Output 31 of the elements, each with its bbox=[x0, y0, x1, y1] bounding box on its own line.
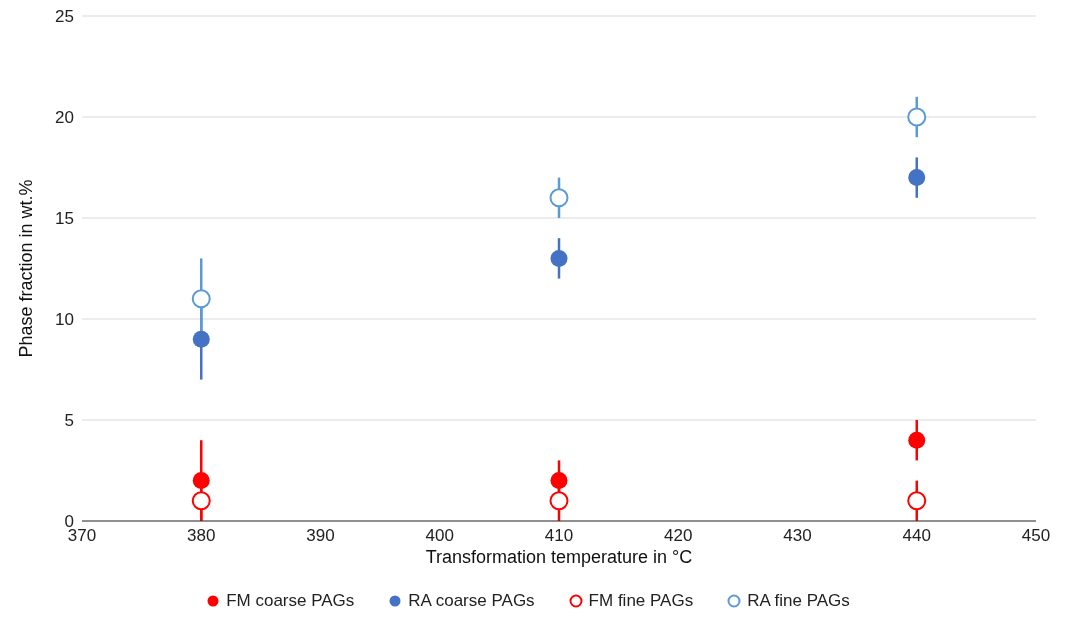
x-tick-label: 390 bbox=[306, 526, 335, 546]
y-axis-title: Phase fraction in wt.% bbox=[16, 179, 37, 358]
point bbox=[192, 330, 210, 348]
point bbox=[550, 249, 568, 267]
x-tick-label: 400 bbox=[425, 526, 454, 546]
x-tick-label: 380 bbox=[187, 526, 216, 546]
legend-label: FM coarse PAGs bbox=[225, 591, 355, 611]
x-tick-label: 420 bbox=[664, 526, 693, 546]
point bbox=[907, 107, 927, 127]
legend-label: FM fine PAGs bbox=[587, 591, 694, 611]
x-tick-label: 430 bbox=[783, 526, 812, 546]
y-tick-label: 25 bbox=[55, 7, 74, 27]
point bbox=[191, 491, 211, 511]
point bbox=[549, 188, 569, 208]
x-tick-label: 450 bbox=[1021, 526, 1051, 546]
y-tick-label: 5 bbox=[64, 411, 74, 431]
point bbox=[908, 169, 926, 187]
y-tick-label: 10 bbox=[55, 310, 74, 330]
point bbox=[192, 472, 210, 490]
point bbox=[907, 491, 927, 511]
y-tick-label: 15 bbox=[55, 209, 74, 229]
y-tick-label: 20 bbox=[55, 108, 74, 128]
legend-label: RA coarse PAGs bbox=[407, 591, 535, 611]
legend-label: RA fine PAGs bbox=[746, 591, 850, 611]
x-tick-label: 440 bbox=[902, 526, 931, 546]
x-tick-label: 410 bbox=[544, 526, 574, 546]
x-axis-title: Transformation temperature in °C bbox=[425, 547, 693, 567]
point bbox=[191, 289, 211, 309]
point bbox=[908, 431, 926, 449]
point bbox=[549, 491, 569, 511]
point bbox=[550, 472, 568, 490]
